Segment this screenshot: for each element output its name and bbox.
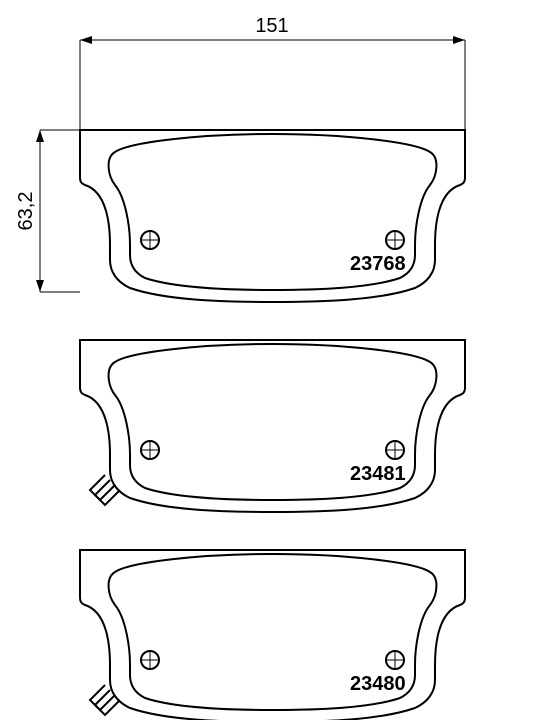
brake-pad-2: 23481	[80, 340, 465, 512]
part-number-1: 23768	[350, 253, 406, 275]
height-dimension: 63,2	[15, 130, 80, 292]
sensor-clip-icon	[90, 685, 120, 715]
sensor-clip-icon	[90, 475, 120, 505]
part-number-3: 23480	[350, 673, 406, 695]
width-dimension-label: 151	[255, 15, 288, 37]
part-number-2: 23481	[350, 463, 406, 485]
brake-pad-diagram: 151 63,2 23768 23481	[0, 0, 538, 720]
brake-pad-3: 23480	[80, 550, 465, 720]
diagram-svg: 151 63,2 23768 23481	[0, 0, 538, 720]
brake-pad-1: 23768	[80, 130, 465, 302]
height-dimension-label: 63,2	[15, 192, 37, 231]
width-dimension: 151	[80, 15, 465, 130]
